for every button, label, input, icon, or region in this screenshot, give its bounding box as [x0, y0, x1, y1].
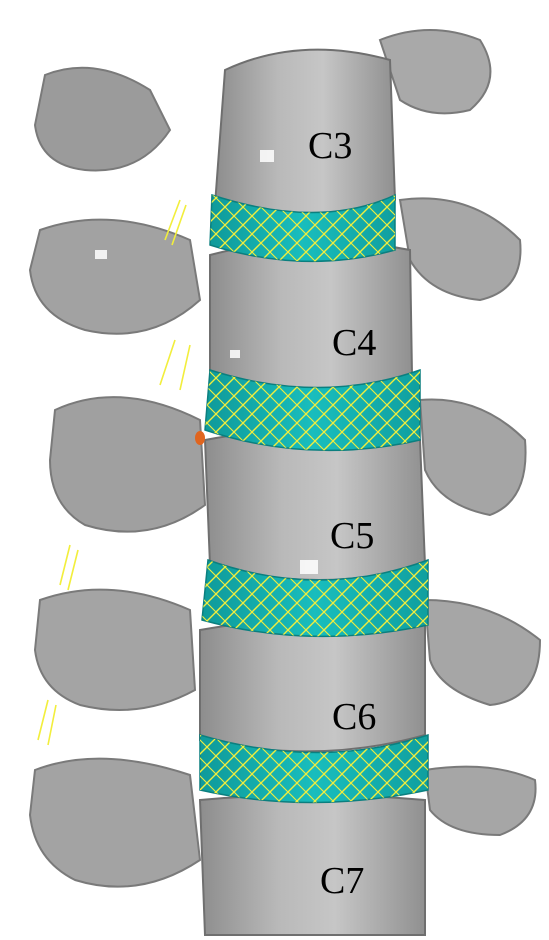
vertebral-body-c5 — [203, 429, 427, 581]
vertebral-body-c6 — [199, 617, 426, 753]
vertebra-labels: C3 C4 C5 C6 C7 — [308, 125, 376, 902]
surface-highlights — [60, 150, 318, 574]
disc-c3-c4 — [209, 193, 396, 263]
posterior-mass-c5 — [48, 396, 207, 533]
label-c7: C7 — [320, 860, 364, 902]
posterior-ligaments — [37, 199, 191, 746]
transverse-process-c4-right — [398, 197, 522, 302]
posterior-mass-c6 — [33, 588, 197, 711]
disc-c6-c7 — [199, 733, 429, 804]
disc-c4-c5 — [204, 368, 421, 452]
posterior-mass-upper — [33, 66, 172, 172]
disc-c5-c6 — [201, 558, 429, 638]
posterior-elements — [28, 29, 542, 888]
vertebral-bodies — [198, 48, 427, 936]
label-c5: C5 — [330, 515, 374, 557]
orange-marker — [195, 431, 205, 445]
vertebral-body-c4 — [209, 240, 414, 391]
transverse-process-c5-right — [418, 398, 527, 517]
label-c6: C6 — [332, 696, 376, 738]
label-c4: C4 — [332, 322, 376, 364]
intervertebral-discs — [199, 193, 429, 804]
posterior-mass-c7 — [28, 757, 202, 888]
vertebral-body-c3 — [213, 48, 397, 218]
transverse-process-c3-right — [378, 29, 492, 115]
vertebral-body-c7 — [198, 794, 426, 936]
transverse-process-c6-right — [423, 598, 542, 707]
transverse-process-c7-right — [423, 765, 537, 837]
label-c3: C3 — [308, 125, 352, 167]
posterior-mass-c4 — [28, 218, 202, 335]
